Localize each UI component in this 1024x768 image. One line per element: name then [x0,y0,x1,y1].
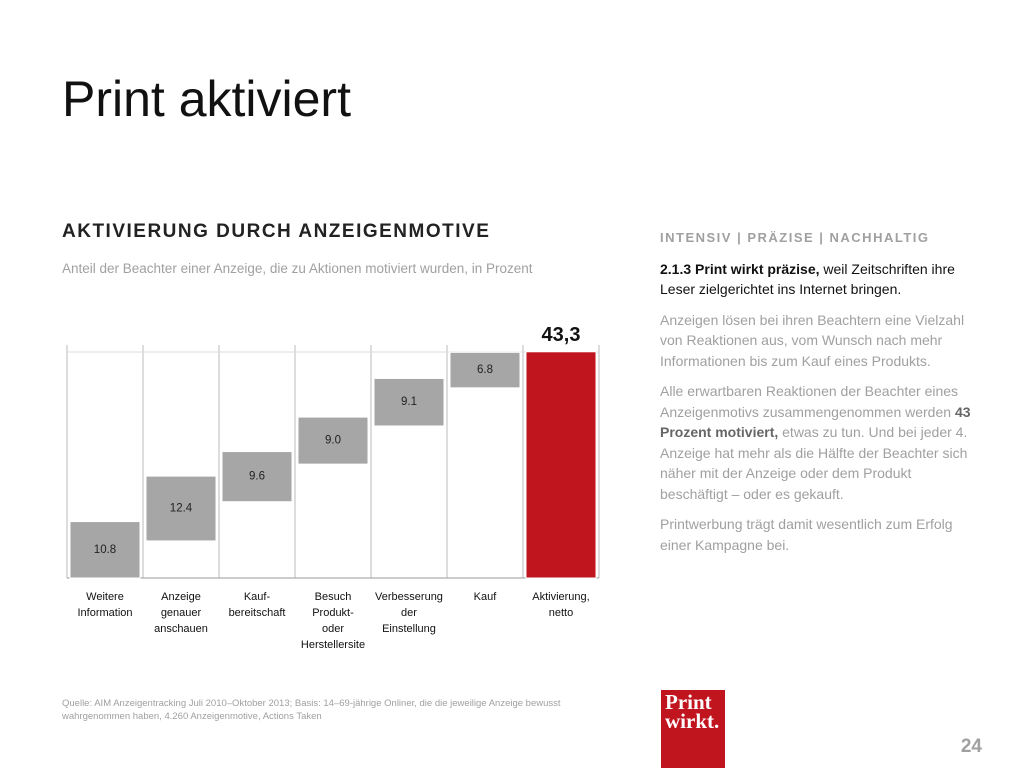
value-label: 6.8 [477,364,493,376]
lead: 2.1.3 Print wirkt präzise, weil Zeitschr… [660,259,980,300]
bar [145,475,217,542]
page-number: 24 [960,736,982,757]
x-tick-label: Anzeige genauer anschauen [154,591,208,635]
paragraph: Anzeigen lösen bei ihren Beachtern eine … [660,311,965,369]
x-tick-label: Weitere Information [77,591,133,619]
text: etwas zu tun. Und bei jeder 4. Anzeige h… [660,424,968,502]
value-label: 10.8 [94,544,116,556]
paragraph: Alle erwartbaren Reaktionen der Beachter… [660,381,980,504]
bar [449,351,521,389]
slide-title: Print aktiviert [62,71,351,127]
chart-title: AKTIVIERUNG DURCH ANZEIGENMOTIVE [62,221,491,242]
sidebar: INTENSIV | PRÄZISE | NACHHALTIG 2.1.3 Pr… [660,228,980,565]
paragraph: Printwerbung trägt damit wesentlich zum … [660,516,953,553]
bar [297,416,369,465]
logo: Print wirkt. [661,690,725,768]
bold-text: 43 Prozent motiviert, [660,403,971,441]
source-note: Quelle: AIM Anzeigentracking Juli 2010–O… [62,698,561,722]
x-tick-label: Aktivierung, netto [532,591,590,619]
kicker: INTENSIV | PRÄZISE | NACHHALTIG [660,230,930,245]
x-tick-label: Kauf- bereitschaft [228,591,286,619]
bar [373,377,445,427]
chart-subtitle: Anteil der Beachter einer Anzeige, die z… [62,261,533,276]
x-tick-label: Kauf [473,591,497,603]
value-label: 9.1 [401,396,417,408]
logo-line: Print [665,690,712,714]
bar [525,351,597,579]
value-label: 9.0 [325,435,341,447]
value-label: 9.6 [249,471,265,483]
logo-line: wirkt. [665,709,720,733]
lead-bold: 2.1.3 Print wirkt präzise, [660,260,820,277]
bar [69,521,141,579]
total-label: 43,3 [542,324,581,346]
lead-text: weil Zeitschriften ihre Leser zielgerich… [660,260,955,298]
x-tick-label: Besuch Produkt- oder Herstellersite [300,591,366,651]
text: Alle erwartbaren Reaktionen der Beachter… [660,383,959,420]
x-tick-label: Verbesserung der Einstellung [375,591,443,635]
value-label: 12.4 [170,503,193,515]
bar [221,451,293,503]
